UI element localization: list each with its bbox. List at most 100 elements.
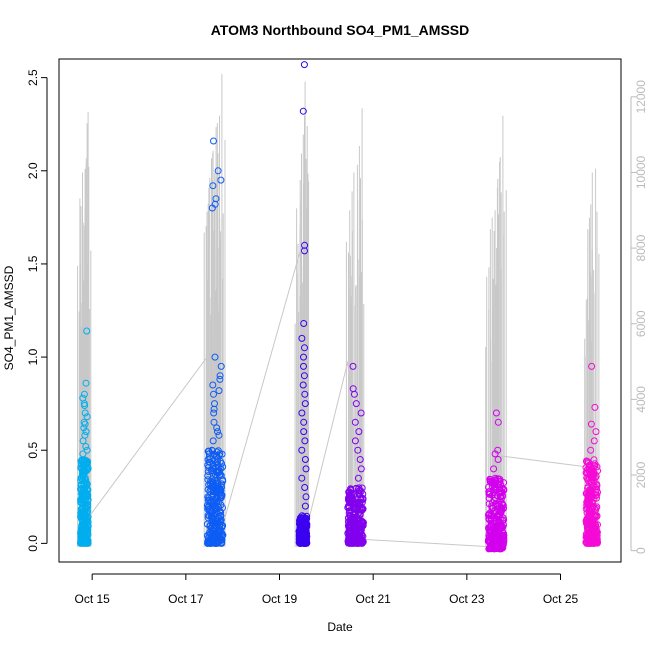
data-point-flight-2 <box>214 533 222 541</box>
data-point-flight-1 <box>80 418 88 426</box>
data-point-flight-5 <box>490 479 498 487</box>
data-point-flight-2 <box>209 182 217 190</box>
data-point-flight-6 <box>591 403 599 411</box>
data-point-flight-5 <box>496 521 504 529</box>
data-point-flight-5 <box>494 521 502 529</box>
data-point-flight-6 <box>584 531 592 539</box>
data-point-flight-6 <box>588 505 596 513</box>
data-point-flight-4 <box>355 508 363 516</box>
data-point-flight-4 <box>345 509 353 517</box>
data-point-flight-2 <box>207 531 215 539</box>
data-point-flight-3 <box>298 334 306 342</box>
data-point-flight-3 <box>298 409 306 417</box>
data-point-flight-3 <box>300 61 308 69</box>
data-point-flight-4 <box>350 490 358 498</box>
data-point-flight-2 <box>206 454 214 462</box>
data-point-flight-4 <box>352 400 360 408</box>
data-point-flight-5 <box>493 545 501 552</box>
data-point-flight-2 <box>208 522 216 530</box>
data-point-flight-1 <box>83 413 91 421</box>
data-point-flight-3 <box>300 428 308 436</box>
data-point-flight-2 <box>215 498 223 506</box>
y2-tick-label: 6000 <box>634 310 648 337</box>
y2-tick-label: 8000 <box>634 234 648 261</box>
data-point-flight-2 <box>219 463 227 471</box>
data-point-flight-6 <box>582 538 590 546</box>
data-point-flight-2 <box>209 437 217 445</box>
data-point-flight-4 <box>355 517 363 525</box>
data-point-flight-1 <box>81 504 89 512</box>
data-point-flight-1 <box>83 537 90 545</box>
data-point-flight-6 <box>587 528 594 536</box>
data-point-flight-1 <box>81 431 89 439</box>
data-point-flight-4 <box>354 537 362 545</box>
data-point-flight-1 <box>80 390 88 398</box>
data-point-flight-6 <box>592 428 600 436</box>
data-point-flight-2 <box>205 464 212 471</box>
data-point-flight-6 <box>583 458 591 466</box>
data-point-flight-4 <box>357 465 365 473</box>
data-point-flight-5 <box>498 485 506 493</box>
data-point-flight-3 <box>300 535 308 543</box>
data-point-flight-5 <box>498 489 506 497</box>
data-point-flight-4 <box>354 446 362 454</box>
data-point-flight-5 <box>490 465 498 473</box>
y-axis-label: SO4_PM1_AMSSD <box>2 265 16 370</box>
data-point-flight-6 <box>584 518 592 526</box>
data-point-flight-2 <box>215 490 223 498</box>
data-point-flight-2 <box>217 176 225 184</box>
data-point-flight-2 <box>216 375 224 383</box>
data-point-flight-2 <box>209 519 216 527</box>
data-point-flight-2 <box>217 471 225 479</box>
data-point-flight-1 <box>83 446 91 454</box>
data-point-flight-1 <box>78 481 85 489</box>
data-point-flight-2 <box>210 137 217 145</box>
y2-tick-label: 0 <box>634 547 648 554</box>
data-point-flight-1 <box>80 461 88 469</box>
data-point-flight-3 <box>301 484 309 491</box>
data-point-flight-4 <box>347 524 355 532</box>
data-point-flight-5 <box>498 544 506 552</box>
data-point-flight-4 <box>357 487 365 495</box>
data-point-flight-5 <box>486 523 494 531</box>
data-point-flight-5 <box>487 514 495 522</box>
data-point-flight-6 <box>587 446 595 454</box>
data-point-flight-2 <box>210 390 217 398</box>
data-point-flight-4 <box>357 409 365 417</box>
data-point-flight-3 <box>301 241 309 249</box>
x-tick-label: Oct 17 <box>168 592 204 606</box>
data-point-flight-3 <box>301 437 309 445</box>
data-point-flight-4 <box>359 519 367 527</box>
data-point-flight-2 <box>216 372 224 380</box>
data-point-flight-2 <box>212 195 220 203</box>
data-point-flight-4 <box>345 535 353 543</box>
y2-tick-label: 10000 <box>634 155 648 189</box>
altitude-series <box>77 74 600 548</box>
data-point-flight-4 <box>358 539 366 546</box>
data-point-flight-3 <box>301 539 309 547</box>
y-tick-label: 1.5 <box>26 255 40 272</box>
data-point-flight-2 <box>215 451 223 459</box>
data-point-flight-2 <box>204 505 212 513</box>
data-point-flight-5 <box>486 538 494 546</box>
data-point-flight-1 <box>81 534 89 542</box>
data-point-flight-1 <box>84 522 92 530</box>
so4-series <box>77 61 602 553</box>
plot-area <box>58 58 622 563</box>
data-point-flight-3 <box>301 502 309 510</box>
data-point-flight-4 <box>352 500 360 508</box>
data-point-flight-3 <box>302 515 310 523</box>
data-point-flight-6 <box>590 523 597 531</box>
data-point-flight-3 <box>300 515 308 523</box>
data-point-flight-2 <box>214 428 221 436</box>
data-point-flight-1 <box>79 466 87 474</box>
data-point-flight-2 <box>217 465 225 473</box>
data-point-flight-5 <box>491 477 498 485</box>
data-point-flight-5 <box>499 492 507 500</box>
data-point-flight-6 <box>590 469 598 477</box>
data-point-flight-5 <box>497 481 505 489</box>
data-point-flight-5 <box>494 456 502 463</box>
data-point-flight-2 <box>209 460 217 468</box>
data-point-flight-5 <box>489 544 497 551</box>
data-point-flight-2 <box>211 353 219 361</box>
